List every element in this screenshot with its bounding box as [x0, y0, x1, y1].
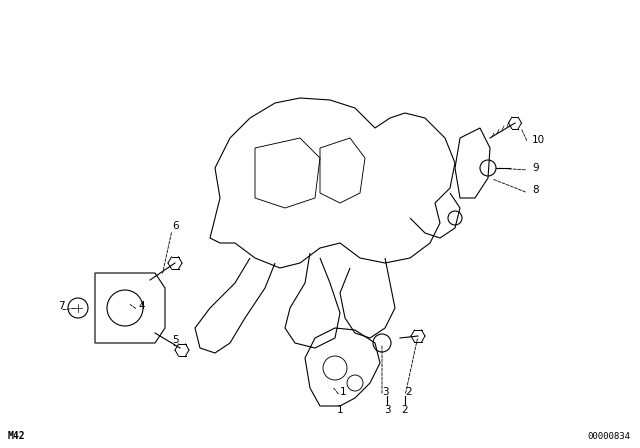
Text: 1: 1: [337, 405, 343, 415]
Text: 2: 2: [405, 387, 412, 397]
Text: 4: 4: [138, 301, 145, 311]
Text: 7: 7: [58, 301, 65, 311]
Text: 9: 9: [532, 163, 539, 173]
Text: 2: 2: [402, 405, 408, 415]
Text: 6: 6: [172, 221, 179, 231]
Text: 10: 10: [532, 135, 545, 145]
Text: 3: 3: [382, 387, 388, 397]
Text: 5: 5: [172, 335, 179, 345]
Text: 8: 8: [532, 185, 539, 195]
Text: 1: 1: [340, 387, 347, 397]
Text: 3: 3: [384, 405, 390, 415]
Text: 00000834: 00000834: [587, 431, 630, 440]
Text: M42: M42: [8, 431, 26, 441]
